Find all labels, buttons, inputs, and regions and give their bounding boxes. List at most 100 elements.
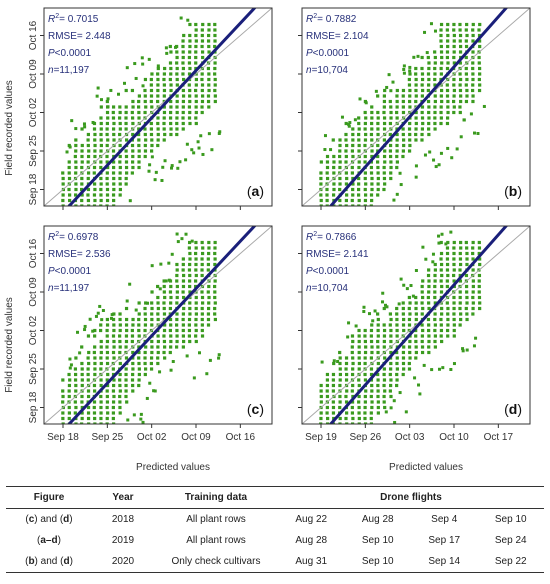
scatter-point [407, 361, 411, 366]
scatter-point [124, 394, 128, 399]
scatter-point [87, 204, 91, 206]
scatter-point [161, 165, 165, 169]
scatter-point [426, 295, 430, 300]
scatter-point [382, 383, 386, 388]
scatter-point [433, 301, 437, 305]
scatter-point [344, 182, 349, 186]
scatter-point [61, 389, 65, 393]
scatter-point [427, 284, 431, 289]
scatter-point [326, 416, 330, 421]
scatter-point [139, 412, 143, 416]
scatter-point [395, 328, 399, 333]
scatter-point [182, 77, 186, 82]
scatter-point [344, 171, 348, 175]
scatter-point [194, 55, 198, 60]
scatter-point [421, 88, 425, 93]
training-cell: Only check cultivars [154, 551, 278, 573]
scatter-point [344, 121, 348, 126]
scatter-point [99, 160, 103, 164]
scatter-point [181, 39, 185, 43]
scatter-point [80, 143, 84, 148]
scatter-point [363, 176, 367, 181]
scatter-point [465, 262, 469, 267]
scatter-point [141, 420, 145, 424]
scatter-point [156, 138, 160, 142]
scatter-point [170, 166, 174, 170]
scatter-point [427, 132, 431, 137]
scatter-point [181, 121, 185, 126]
scatter-point [420, 105, 425, 109]
scatter-point [428, 150, 432, 154]
scatter-point [194, 279, 198, 283]
scatter-point [407, 149, 412, 153]
scatter-point [200, 257, 204, 261]
scatter-point [464, 273, 469, 278]
scatter-point [376, 312, 380, 316]
year-cell: 2020 [92, 551, 154, 573]
scatter-point [188, 273, 192, 278]
scatter-point [99, 187, 103, 192]
scatter-point [188, 88, 192, 93]
scatter-point [351, 193, 355, 197]
scatter-point [444, 242, 448, 246]
scatter-point [148, 381, 152, 385]
scatter-point [338, 138, 342, 142]
scatter-point [194, 77, 198, 82]
scatter-point [156, 83, 160, 87]
scatter-point [369, 171, 374, 175]
scatter-point [382, 138, 387, 142]
scatter-point [426, 273, 431, 278]
scatter-point [118, 361, 122, 366]
scatter-point [181, 50, 185, 54]
scatter-point [61, 198, 65, 203]
header-year: Year [92, 486, 154, 509]
scatter-point [357, 160, 361, 164]
scatter-point [414, 94, 418, 98]
scatter-point [319, 193, 323, 197]
scatter-point [140, 56, 144, 60]
scatter-point [112, 132, 116, 137]
scatter-point [118, 312, 122, 316]
scatter-point [389, 406, 393, 410]
scatter-point [458, 44, 463, 49]
scatter-point [169, 50, 173, 54]
scatter-point [439, 257, 443, 261]
scatter-point [446, 105, 450, 109]
scatter-point [338, 405, 342, 410]
scatter-point [408, 105, 412, 109]
scatter-point [194, 317, 198, 322]
scatter-point [188, 33, 192, 38]
scatter-point [471, 39, 475, 43]
x-axis-title-right: Predicted values [389, 462, 463, 473]
scatter-point [137, 356, 141, 360]
scatter-point [351, 361, 355, 366]
scatter-point [420, 72, 425, 76]
scatter-point [376, 400, 380, 404]
scatter-point [338, 154, 342, 159]
scatter-point [351, 356, 355, 360]
scatter-point [213, 295, 217, 300]
scatter-point [188, 50, 192, 54]
scatter-point [68, 366, 72, 370]
scatter-point [86, 171, 91, 175]
scatter-point [408, 339, 412, 344]
scatter-point [364, 101, 368, 105]
scatter-point [86, 160, 90, 164]
scatter-point [213, 77, 217, 82]
scatter-point [445, 301, 449, 305]
scatter-point [181, 99, 185, 104]
scatter-point [128, 282, 132, 286]
scatter-point [414, 175, 418, 179]
scatter-point [383, 389, 387, 393]
scatter-point [124, 110, 128, 115]
scatter-point [134, 308, 138, 312]
scatter-point [364, 345, 368, 349]
scatter-point [357, 356, 361, 360]
scatter-point [345, 176, 349, 181]
scatter-point [388, 372, 392, 377]
scatter-point [344, 400, 349, 404]
scatter-point [325, 204, 329, 206]
scatter-point [350, 165, 354, 170]
scatter-point [433, 312, 437, 316]
